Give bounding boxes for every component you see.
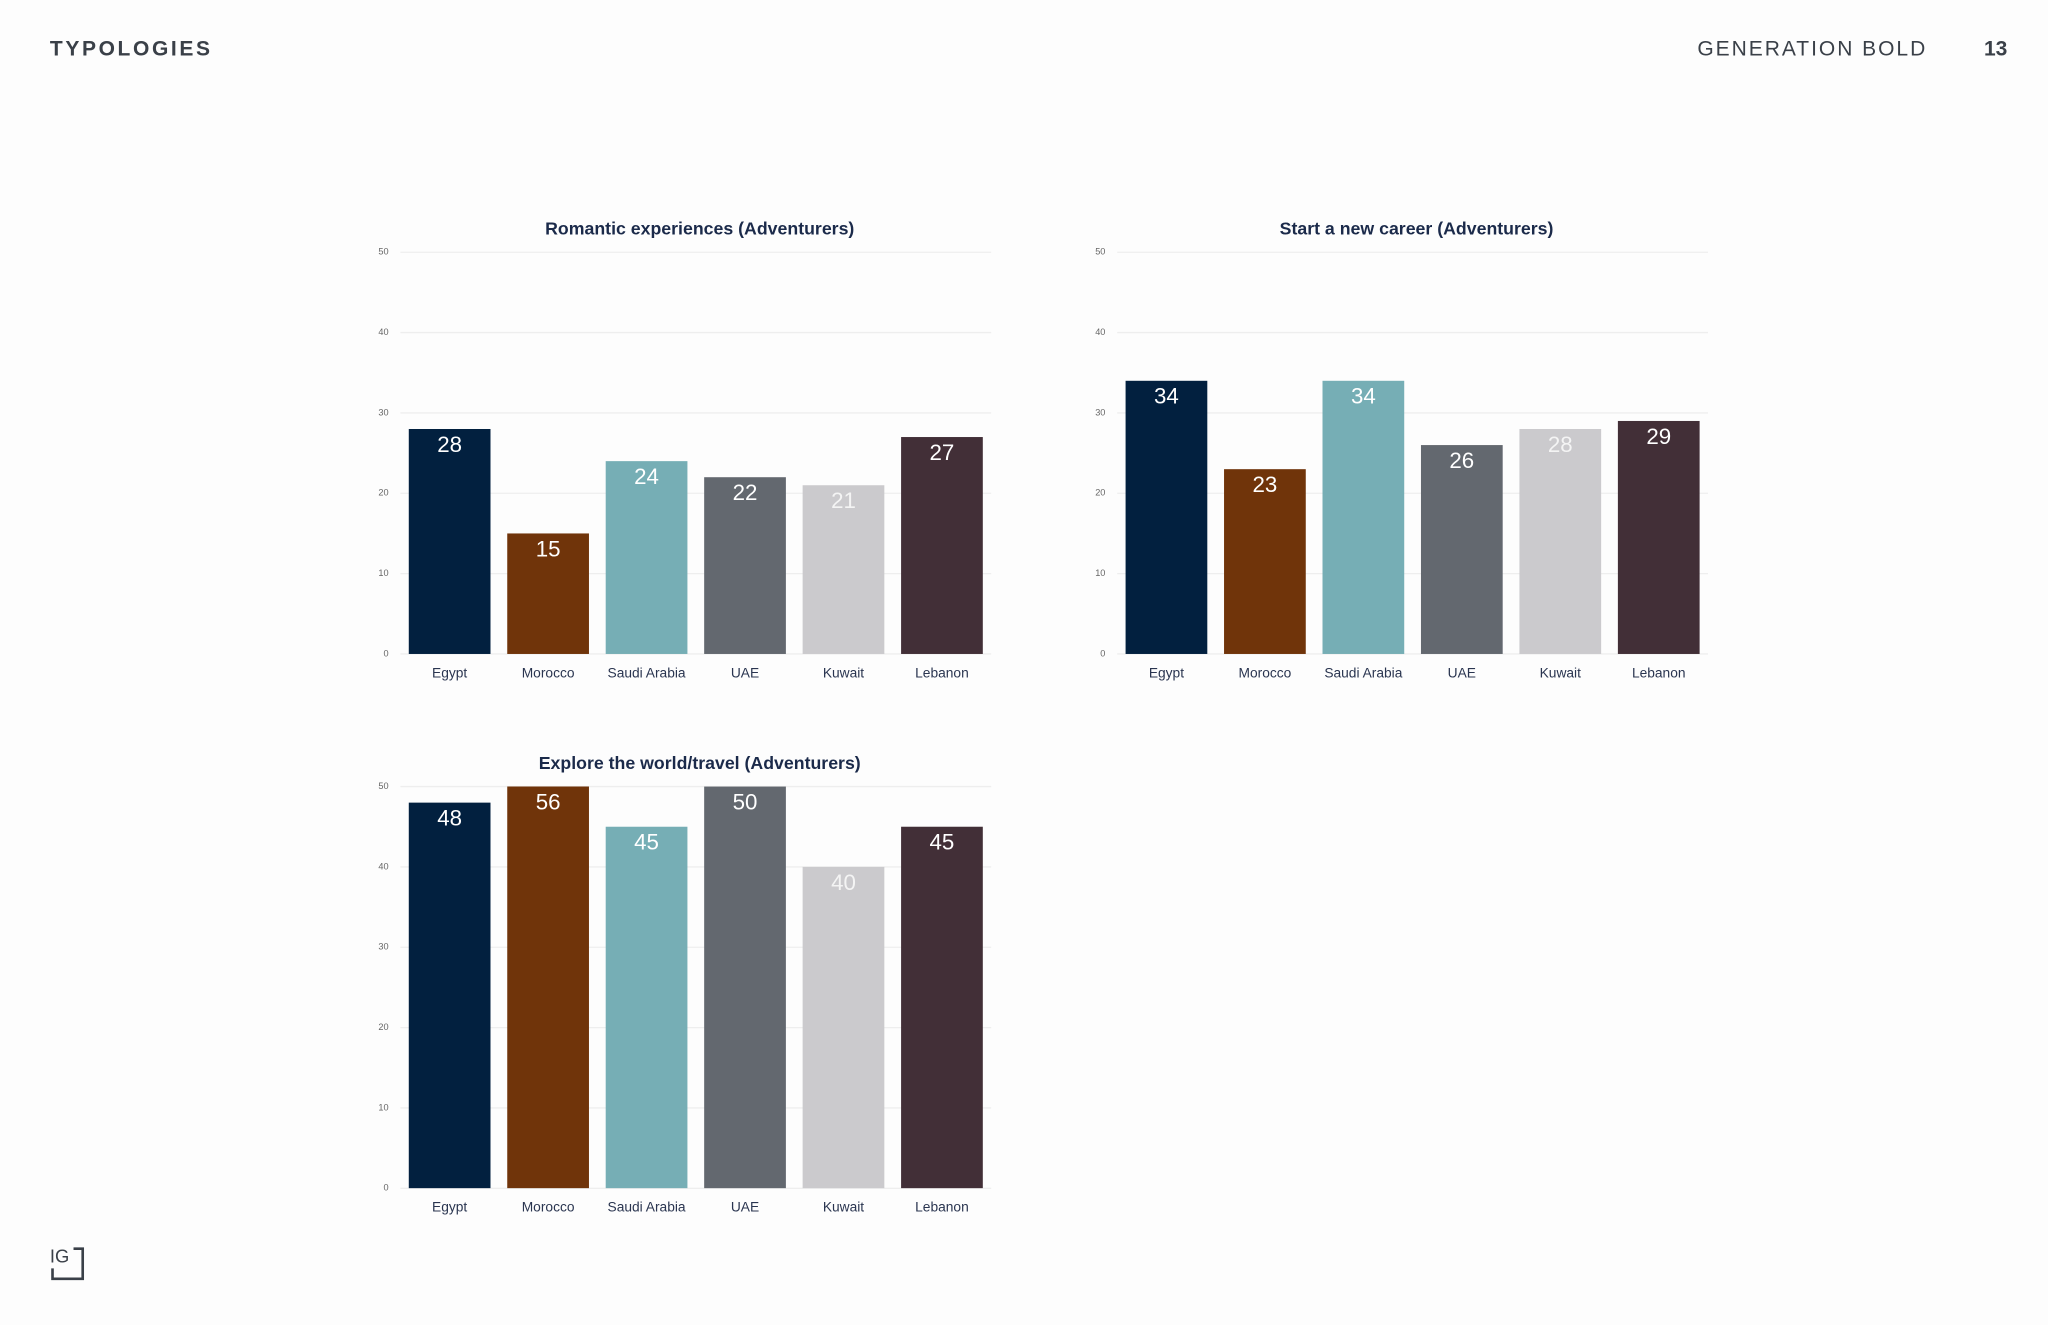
- y-tick-label: 10: [1095, 568, 1105, 578]
- bar: [802, 866, 885, 1189]
- y-tick-label: 10: [378, 1102, 388, 1112]
- bar-value-label: 45: [634, 830, 659, 855]
- page-number: 13: [1984, 38, 2007, 61]
- x-tick-label: Morocco: [522, 1200, 575, 1215]
- bar-value-label: 15: [536, 536, 561, 561]
- bar: [507, 786, 589, 1189]
- y-tick-label: 0: [1100, 648, 1105, 658]
- chart: Explore the world/travel (Adventurers) 0 1…: [378, 753, 992, 1215]
- bar-value-label: 40: [831, 870, 856, 895]
- y-tick-label: 20: [378, 488, 388, 498]
- bar: [704, 786, 786, 1189]
- bar: [802, 485, 885, 654]
- chart-title: Explore the world/travel (Adventurers): [539, 753, 861, 773]
- bar-value-label: 27: [930, 440, 955, 465]
- bar-value-label: 28: [1548, 432, 1573, 457]
- bar-value-label: 56: [536, 790, 561, 815]
- bar-value-label: 48: [437, 806, 462, 831]
- x-tick-label: Egypt: [1149, 665, 1184, 680]
- bar: [1420, 445, 1503, 654]
- y-tick-label: 30: [378, 407, 388, 417]
- x-tick-label: Kuwait: [823, 665, 864, 680]
- bar: [408, 429, 491, 654]
- x-tick-label: Kuwait: [1540, 665, 1581, 680]
- section-title: TYPOLOGIES: [50, 38, 213, 61]
- y-tick-label: 0: [383, 648, 388, 658]
- bar: [901, 437, 983, 654]
- y-tick-label: 30: [378, 942, 388, 952]
- y-tick-label: 40: [378, 327, 388, 337]
- bar: [1224, 469, 1306, 654]
- bar: [1125, 380, 1208, 654]
- bar: [1322, 380, 1405, 654]
- x-tick-label: Saudi Arabia: [608, 1200, 686, 1215]
- bar-value-label: 28: [437, 432, 462, 457]
- report-title: GENERATION BOLD: [1697, 38, 1927, 61]
- bar: [901, 826, 983, 1189]
- x-tick-label: Lebanon: [915, 665, 969, 680]
- x-tick-label: Lebanon: [1632, 665, 1686, 680]
- x-tick-label: UAE: [731, 665, 759, 680]
- x-tick-label: Morocco: [522, 665, 575, 680]
- x-tick-label: Egypt: [432, 665, 467, 680]
- bar-value-label: 24: [634, 464, 659, 489]
- y-tick-label: 50: [378, 781, 388, 791]
- y-tick-label: 0: [383, 1183, 388, 1193]
- chart-title: Romantic experiences (Adventurers): [545, 219, 854, 239]
- bar: [704, 477, 786, 654]
- x-tick-label: Saudi Arabia: [608, 665, 686, 680]
- y-tick-label: 50: [378, 247, 388, 257]
- bar-value-label: 50: [733, 790, 758, 815]
- x-tick-label: Morocco: [1239, 665, 1292, 680]
- bar: [605, 461, 688, 654]
- bar: [605, 826, 688, 1189]
- x-tick-label: Saudi Arabia: [1324, 665, 1402, 680]
- y-tick-label: 20: [378, 1022, 388, 1032]
- x-tick-label: Egypt: [432, 1200, 467, 1215]
- y-tick-label: 10: [378, 568, 388, 578]
- x-tick-label: UAE: [1448, 665, 1476, 680]
- y-tick-label: 40: [1095, 327, 1105, 337]
- bar-value-label: 34: [1154, 384, 1179, 409]
- logo: IG: [50, 1246, 69, 1267]
- bar-value-label: 23: [1252, 472, 1277, 497]
- y-tick-label: 40: [378, 861, 388, 871]
- x-tick-label: Lebanon: [915, 1200, 969, 1215]
- bar: [1519, 429, 1602, 654]
- chart: Romantic experiences (Adventurers) 0 10 20 3…: [378, 219, 992, 680]
- chart-title: Start a new career (Adventurers): [1280, 219, 1554, 239]
- y-tick-label: 50: [1095, 247, 1105, 257]
- bar-value-label: 34: [1351, 384, 1376, 409]
- chart: Start a new career (Adventurers) 0 10 20 30 4…: [1095, 219, 1708, 680]
- y-tick-label: 30: [1095, 407, 1105, 417]
- bar: [408, 802, 491, 1189]
- x-tick-label: Kuwait: [823, 1200, 864, 1215]
- bar-value-label: 21: [831, 488, 856, 513]
- y-tick-label: 20: [1095, 488, 1105, 498]
- bar-value-label: 22: [733, 480, 758, 505]
- bar: [507, 533, 589, 654]
- bar-value-label: 45: [930, 830, 955, 855]
- x-tick-label: UAE: [731, 1200, 759, 1215]
- bar-value-label: 26: [1449, 448, 1474, 473]
- logo-frame: [51, 1247, 85, 1281]
- bar-value-label: 29: [1646, 424, 1671, 449]
- bar: [1617, 420, 1700, 654]
